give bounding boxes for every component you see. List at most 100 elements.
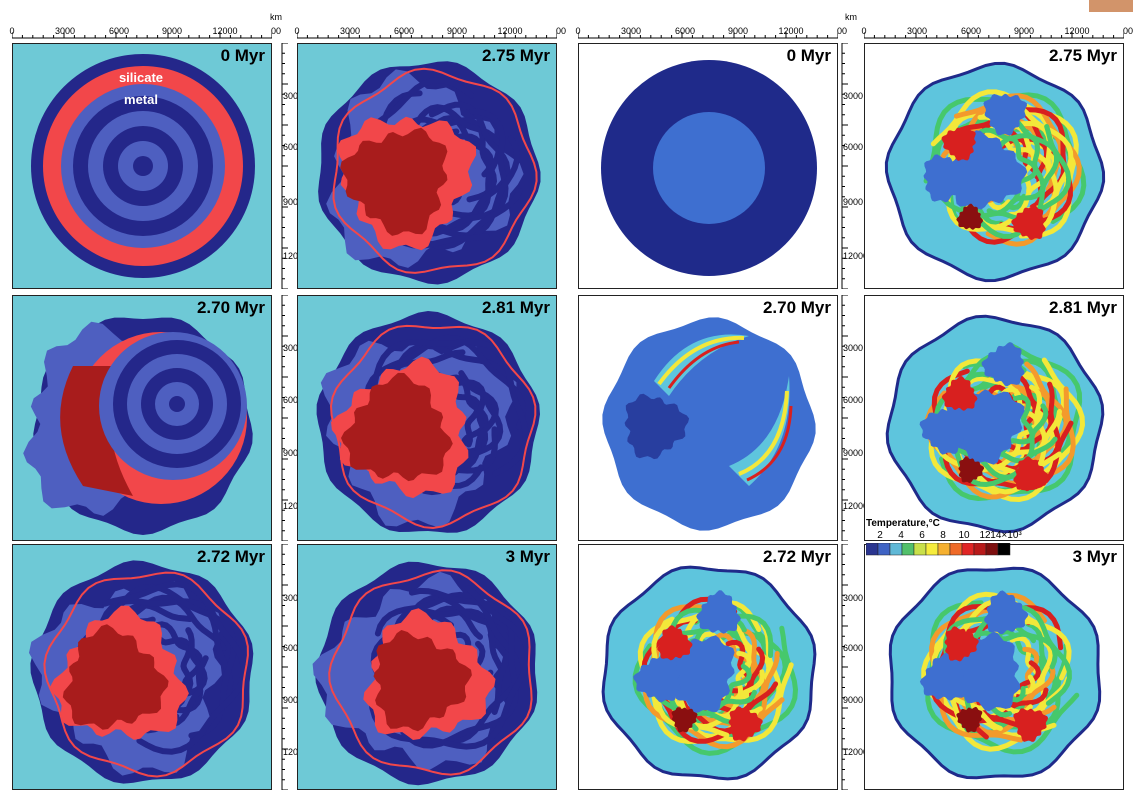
time-label: 3 Myr [505,547,550,566]
side-axis-tick-label: 12000 [843,251,869,261]
top-axis-tick-label: 3000 [906,26,928,36]
top-axis: 0 3000 6000 9000 12000 00 [861,0,1133,40]
side-axis-tick-label: 12000 [843,747,869,757]
side-axis [841,544,848,790]
top-axis-tick-label: 0 [861,26,867,36]
temperature-panel: 2.75 Myr [864,43,1124,289]
side-axis-tick-label: 9000 [283,695,304,705]
side-axis-tick-label: 12000 [283,251,309,261]
time-label: 0 Myr [786,46,831,65]
temperature-panel: 2.72 Myr [578,544,838,790]
legend-tick-label: 4 [898,530,904,541]
temperature-panel: 3 Myr [864,544,1124,790]
color-swatch [877,543,891,556]
time-label: 2.75 Myr [481,46,550,65]
top-axis-tick-label: 0 [294,26,300,36]
side-axis-tick-label: 6000 [843,643,864,653]
side-axis-tick-label: 12000 [843,501,869,511]
color-bar [866,543,1011,556]
legend-tick-label: 10 [958,530,970,541]
composition-panel: 3 Myr [297,544,557,790]
side-axis-tick-label: 6000 [843,142,864,152]
temperature-panel: 2.81 Myr [864,295,1124,541]
top-axis-tick-label: 6000 [393,26,415,36]
side-axis-tick-label: 6000 [283,395,304,405]
top-axis-tick-label: 9000 [1013,26,1035,36]
legend-tick-label: 8 [940,530,946,541]
time-label: 2.70 Myr [196,298,265,317]
time-label: 3 Myr [1072,547,1117,566]
color-swatch [937,543,951,556]
metal-label: metal [124,92,158,107]
side-axis-tick-label: 6000 [843,395,864,405]
top-axis-tick-label: 9000 [727,26,749,36]
side-axis-tick-label: 3000 [283,593,304,603]
top-axis-tick-label: 0 [575,26,581,36]
top-axis: 0 3000 6000 9000 12000 00 [294,0,566,40]
side-axis-tick-label: 9000 [283,448,304,458]
side-axis-tick-label: 9000 [283,197,304,207]
legend-tick-label: 14×10³ [990,530,1022,541]
time-label: 2.72 Myr [196,547,265,566]
top-axis-tick-label: 3000 [620,26,642,36]
top-axis-tick-label: 0 [9,26,15,36]
side-axis [281,43,288,289]
composition-panel: 2.70 Myr [12,295,272,541]
top-axis-tick-label: 12000 [1064,26,1090,36]
composition-panel: 2.75 Myr [297,43,557,289]
color-swatch [985,543,999,556]
top-axis-tick-label: 00 [836,26,848,36]
legend-tick-label: 12 [979,530,991,541]
side-axis-tick-label: 9000 [843,448,864,458]
side-axis-tick-label: 6000 [283,142,304,152]
color-swatch [997,543,1011,556]
time-label: 2.81 Myr [481,298,550,317]
color-swatch [925,543,939,556]
top-axis-tick-label: 9000 [161,26,183,36]
time-label: 2.81 Myr [1048,298,1117,317]
side-axis-tick-label: 3000 [283,91,304,101]
color-swatch [901,543,915,556]
top-axis-tick-label: 6000 [960,26,982,36]
top-axis-tick-label: 12000 [778,26,804,36]
side-axis [841,43,848,289]
silicate-label: silicate [119,70,163,85]
top-axis-tick-label: 9000 [446,26,468,36]
composition-panel: 2.72 Myr [12,544,272,790]
time-label: 2.70 Myr [762,298,831,317]
top-axis-tick-label: 00 [555,26,567,36]
side-axis-tick-label: 3000 [843,91,864,101]
time-label: 2.72 Myr [762,547,831,566]
top-axis-tick-label: 3000 [54,26,76,36]
top-axis-tick-label: 12000 [497,26,523,36]
color-swatch [866,543,879,556]
top-axis-tick-label: 6000 [674,26,696,36]
top-axis-tick-label: 12000 [212,26,238,36]
color-swatch [889,543,903,556]
color-swatch [913,543,927,556]
top-axis: 0 3000 6000 9000 12000 00 [9,0,281,40]
color-swatch [973,543,987,556]
side-axis-tick-label: 3000 [843,593,864,603]
unit-label: km [845,12,857,22]
side-axis-tick-label: 12000 [283,747,309,757]
legend-tick-label: 6 [919,530,925,541]
top-axis-tick-label: 00 [270,26,282,36]
side-axis [281,295,288,541]
time-label: 0 Myr [220,46,265,65]
temperature-panel: 2.70 Myr [578,295,838,541]
side-axis-tick-label: 12000 [283,501,309,511]
top-axis-tick-label: 3000 [339,26,361,36]
corner-tab [1089,0,1133,12]
side-axis-tick-label: 9000 [843,197,864,207]
legend-tick-label: 2 [877,530,883,541]
side-axis [841,295,848,541]
composition-panel: 2.81 Myr [297,295,557,541]
side-axis-tick-label: 3000 [283,343,304,353]
temperature-panel: 0 Myr [578,43,838,289]
side-axis-tick-label: 9000 [843,695,864,705]
composition-panel: silicate metal 0 Myr [12,43,272,289]
side-axis [281,544,288,790]
side-axis-tick-label: 6000 [283,643,304,653]
